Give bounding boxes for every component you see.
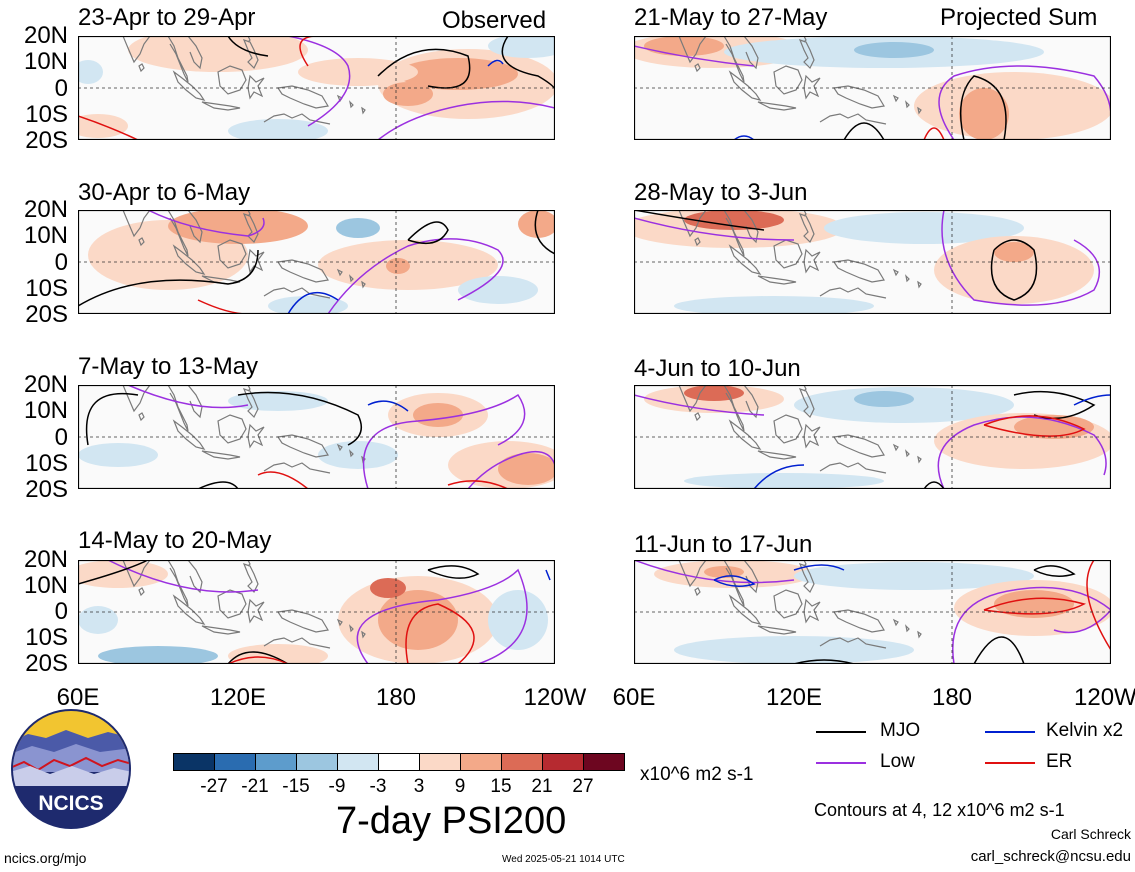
lat-label: 10S [25,101,68,128]
lat-label: 10N [23,572,68,599]
lon-label: 180 [931,684,973,711]
map-panel-right-2 [634,210,1111,314]
colorbar-tick: 9 [454,776,466,797]
colorbar-cell [379,754,420,770]
lat-label: 10N [23,222,68,249]
legend-kelvin-line [985,731,1035,733]
legend-low-label: Low [880,751,915,772]
lat-label: 0 [54,598,68,625]
colorbar-cell [256,754,297,770]
map-panel-right-3 [634,385,1111,489]
logo-text: NCICS [38,792,103,815]
lat-label: 10S [25,450,68,477]
lon-label: 120W [1074,684,1135,711]
lat-label: 10S [25,275,68,302]
panel-title-right-2: 28-May to 3-Jun [634,179,808,206]
panel-title-left-3: 7-May to 13-May [78,353,259,380]
lon-label: 120E [209,684,267,711]
colorbar-cell [420,754,461,770]
lon-label: 60E [56,684,100,711]
lon-label: 180 [375,684,417,711]
site-url: ncics.org/mjo [4,850,87,866]
lat-label: 0 [54,75,68,102]
legend-er-label: ER [1046,751,1073,772]
colorbar-cell [461,754,502,770]
lon-label: 120E [765,684,823,711]
colorbar-tick: 15 [490,776,512,797]
lon-label: 120W [523,684,587,711]
legend-mjo-label: MJO [880,720,921,741]
colorbar-cell [174,754,215,770]
colorbar-tick: 27 [572,776,594,797]
legend-mjo-line [816,731,866,733]
colorbar-units: x10^6 m2 s-1 [640,764,754,785]
colorbar-cell [338,754,379,770]
legend-kelvin-label: Kelvin x2 [1046,720,1124,741]
lat-label: 20N [23,546,68,573]
panel-title-left-2: 30-Apr to 6-May [78,179,251,206]
map-panel-right-1 [634,36,1111,140]
panel-title-right-3: 4-Jun to 10-Jun [634,355,801,382]
lat-label: 20S [25,127,68,154]
lat-label: 20S [25,650,68,677]
lat-label: 20S [25,476,68,503]
colorbar [173,753,625,771]
colorbar-tick: -15 [282,776,310,797]
ncics-logo: NCICS [11,709,131,829]
panel-title-left-4: 14-May to 20-May [78,527,272,554]
projected-sum-header: Projected Sum [940,4,1098,31]
colorbar-cell [502,754,543,770]
colorbar-tick: -9 [328,776,346,797]
lat-label: 0 [54,249,68,276]
map-panel-right-4 [634,560,1111,664]
colorbar-tick: 3 [413,776,425,797]
legend-er-line [985,762,1035,764]
legend-low-line [816,762,866,764]
lat-label: 20N [23,22,68,49]
map-panel-left-2 [78,210,555,314]
map-panel-left-1 [78,36,555,140]
lat-label: 10N [23,397,68,424]
colorbar-tick: -27 [200,776,228,797]
colorbar-cell [543,754,584,770]
lon-label: 60E [612,684,656,711]
observed-header: Observed [442,7,547,34]
colorbar-tick: -3 [369,776,387,797]
colorbar-tick: 21 [531,776,553,797]
map-panel-left-3 [78,385,555,489]
contours-note: Contours at 4, 12 x10^6 m2 s-1 [814,800,1065,820]
colorbar-tick: -21 [241,776,269,797]
colorbar-cell [215,754,256,770]
lat-label: 20N [23,196,68,223]
main-title: 7-day PSI200 [336,800,567,842]
panel-title-right-1: 21-May to 27-May [634,4,828,31]
colorbar-cell [297,754,338,770]
lat-label: 10S [25,624,68,651]
lat-label: 10N [23,48,68,75]
lat-label: 0 [54,424,68,451]
panel-title-left-1: 23-Apr to 29-Apr [78,4,256,31]
map-panel-left-4 [78,560,555,664]
author-name: Carl Schreck [1050,826,1131,842]
author-email: carl_schreck@ncsu.edu [970,848,1131,865]
timestamp: Wed 2025-05-21 1014 UTC [502,854,625,865]
panel-title-right-4: 11-Jun to 17-Jun [634,531,813,558]
colorbar-cell [584,754,624,770]
lat-label: 20S [25,301,68,328]
lat-label: 20N [23,371,68,398]
